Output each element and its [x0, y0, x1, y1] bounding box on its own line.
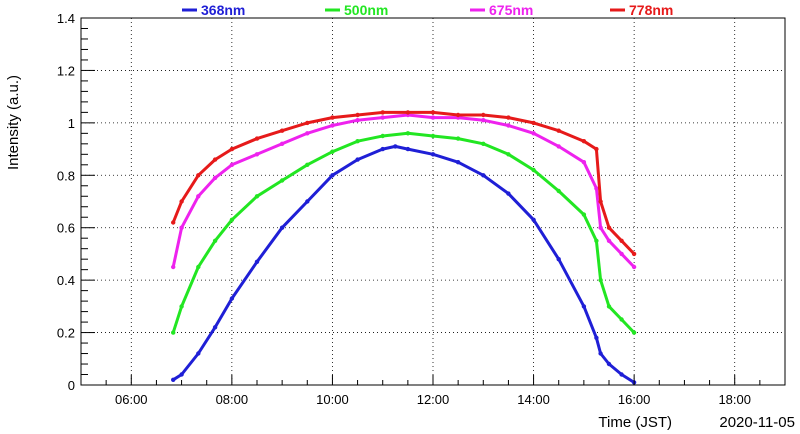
x-tick-label: 10:00: [316, 392, 349, 407]
axis-ticks: [80, 17, 786, 386]
legend-label: 675nm: [489, 2, 533, 18]
legend: 368nm 500nm 675nm 778nm: [182, 2, 673, 18]
x-tick-label: 16:00: [618, 392, 651, 407]
legend-label: 500nm: [344, 2, 388, 18]
series-675nm: [171, 112, 637, 270]
y-tick-label: 0.6: [57, 221, 75, 236]
x-tick-label: 06:00: [115, 392, 148, 407]
y-tick-label: 0.4: [57, 273, 75, 288]
legend-label: 368nm: [201, 2, 245, 18]
x-tick-label: 12:00: [417, 392, 450, 407]
y-tick-labels: 0 0.2 0.4 0.6 0.8 1 1.2 1.4: [57, 11, 75, 393]
y-tick-label: 1.4: [57, 11, 75, 26]
y-tick-label: 0.2: [57, 326, 75, 341]
series-layer: [171, 110, 637, 385]
x-tick-label: 14:00: [517, 392, 550, 407]
series-368nm: [171, 144, 637, 385]
y-axis-title: Intensity (a.u.): [5, 75, 22, 170]
x-tick-label: 08:00: [216, 392, 249, 407]
x-tick-label: 18:00: [718, 392, 751, 407]
series-line-500nm: [171, 131, 636, 335]
y-tick-label: 1: [68, 116, 75, 131]
series-line-675nm: [171, 113, 636, 269]
x-axis-title: Time (JST): [598, 414, 672, 431]
legend-label: 778nm: [629, 2, 673, 18]
series-778nm: [171, 110, 637, 257]
series-500nm: [171, 131, 637, 335]
series-line-368nm: [171, 144, 636, 384]
date-label: 2020-11-05: [719, 414, 795, 431]
y-tick-label: 1.2: [57, 63, 75, 78]
y-tick-label: 0: [68, 378, 75, 393]
series-line-778nm: [171, 110, 636, 256]
y-tick-label: 0.8: [57, 168, 75, 183]
x-tick-labels: 06:00 08:00 10:00 12:00 14:00 16:00 18:00: [115, 392, 751, 407]
